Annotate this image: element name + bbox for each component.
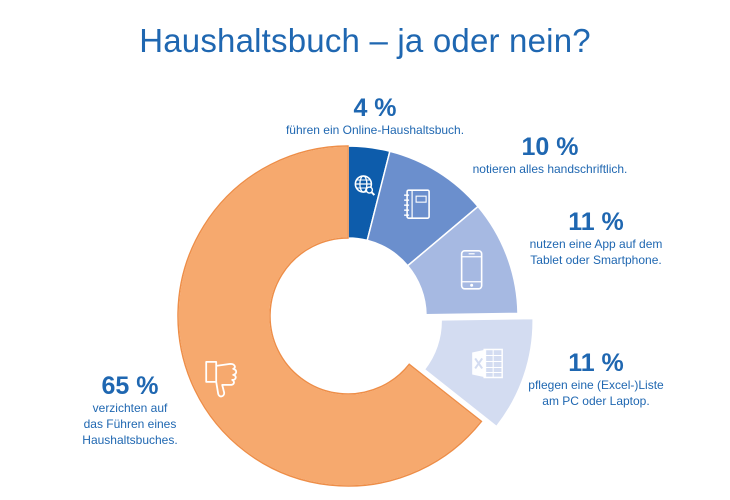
donut-slice-outline <box>177 145 483 487</box>
excel-icon <box>472 348 503 379</box>
label-online-line-1: führen ein Online-Haushaltsbuch. <box>285 123 465 137</box>
label-excel: 11 % pflegen eine (Excel-)Liste am PC od… <box>496 349 696 409</box>
smartphone-icon <box>460 249 483 290</box>
label-none-line-2: das Führen eines <box>83 417 177 431</box>
label-app-line-1: nutzen eine App auf dem <box>529 237 663 251</box>
label-app-line-2: Tablet oder Smartphone. <box>530 253 662 267</box>
label-online: 4 % führen ein Online-Haushaltsbuch. <box>260 94 490 138</box>
chart-title: Haushaltsbuch – ja oder nein? <box>139 22 591 59</box>
label-app: 11 % nutzen eine App auf dem Tablet oder… <box>496 208 696 268</box>
label-handwritten-line-1: notieren alles handschriftlich. <box>472 162 628 176</box>
label-excel-percent: 11 % <box>568 349 624 377</box>
label-none-percent: 65 % <box>101 372 159 400</box>
label-excel-line-2: am PC oder Laptop. <box>542 394 650 408</box>
label-none-line-1: verzichten auf <box>92 401 168 415</box>
label-excel-line-1: pflegen eine (Excel-)Liste <box>528 378 664 392</box>
label-app-percent: 11 % <box>568 208 624 236</box>
label-online-percent: 4 % <box>353 94 397 122</box>
donut-slice-app <box>406 205 519 316</box>
label-handwritten: 10 % notieren alles handschriftlich. <box>450 133 650 177</box>
label-handwritten-percent: 10 % <box>521 133 579 161</box>
label-none-line-3: Haushaltsbuches. <box>82 433 178 447</box>
label-none: 65 % verzichten auf das Führen eines Hau… <box>55 372 205 448</box>
thumbs-down-icon <box>205 360 238 398</box>
notebook-icon <box>404 189 430 219</box>
globe-search-icon <box>354 175 376 196</box>
